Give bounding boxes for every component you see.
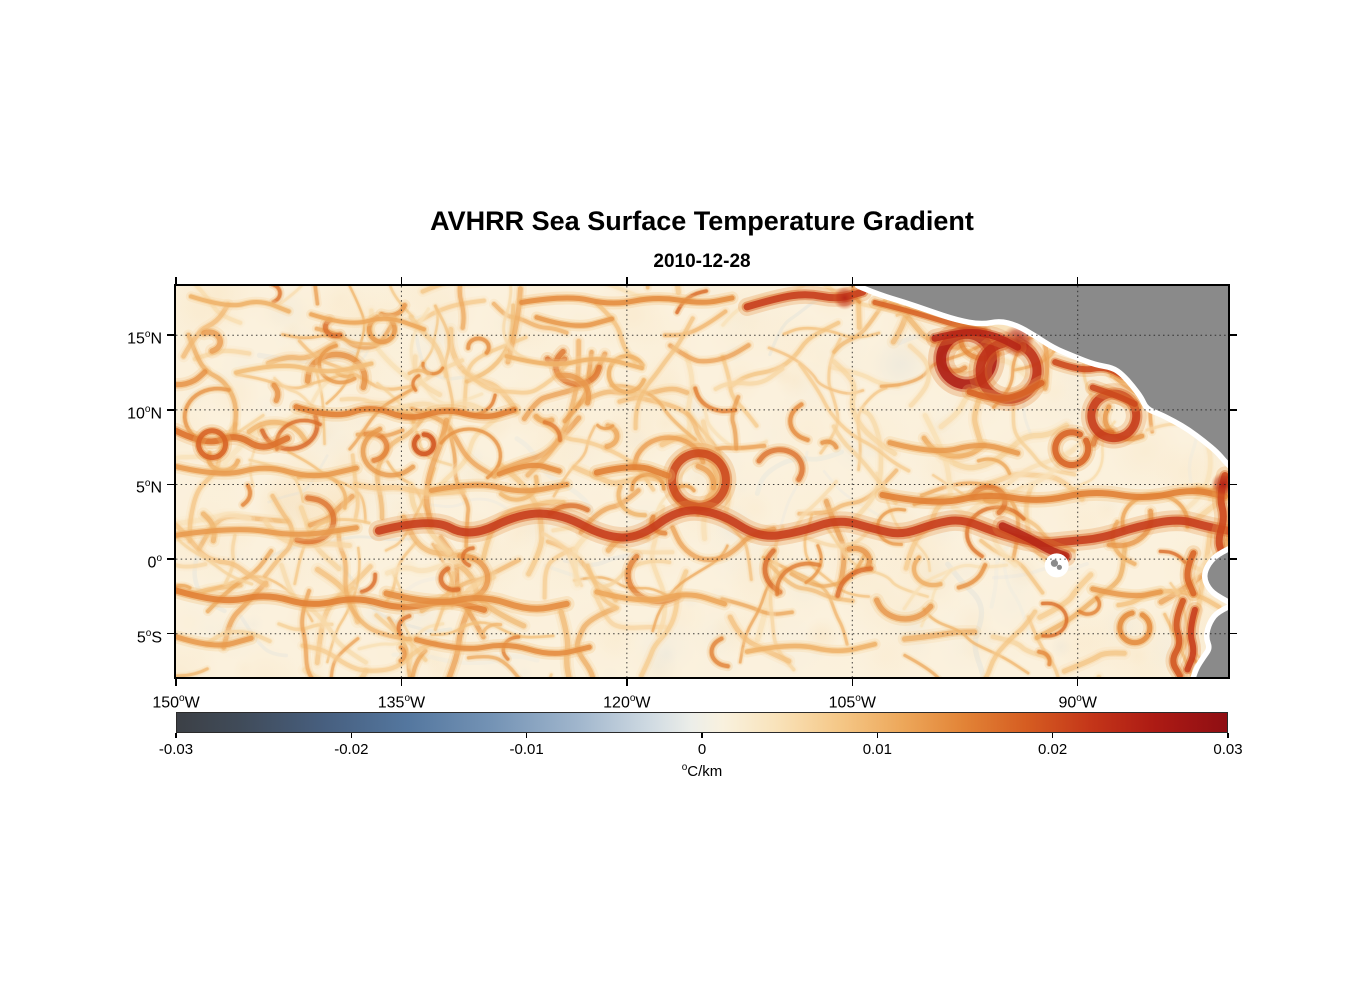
colorbar-gradient <box>176 712 1228 733</box>
y-tick-label: 15oN <box>127 329 162 348</box>
colorbar-tick-mark <box>1051 733 1054 738</box>
x-tick-label: 120oW <box>603 693 651 712</box>
colorbar-tick-label: -0.03 <box>158 741 194 758</box>
y-tick-label: 5oN <box>135 478 162 497</box>
x-tick-label: 135oW <box>377 693 426 712</box>
colorbar-tick-mark <box>701 733 703 738</box>
x-tick-mark <box>626 679 628 686</box>
x-tick-label: 150oW <box>152 693 200 712</box>
x-tick-mark-top <box>626 277 628 284</box>
colorbar-units-label: oC/km <box>681 762 723 780</box>
y-tick-mark-right <box>1230 632 1237 635</box>
colorbar-tick-label: 0.02 <box>1038 741 1068 758</box>
y-tick-mark-right <box>1230 334 1237 336</box>
y-tick-mark-right <box>1230 558 1237 560</box>
x-tick-mark <box>1076 679 1079 686</box>
x-tick-label: 90oW <box>1058 693 1097 712</box>
x-tick-mark-top <box>400 277 403 284</box>
colorbar-tick-mark <box>1227 733 1229 738</box>
x-tick-label: 105oW <box>828 693 876 712</box>
colorbar-tick-label: 0 <box>697 741 707 758</box>
x-tick-mark <box>851 679 854 686</box>
colorbar-tick-label: 0.01 <box>862 741 892 758</box>
y-tick-mark-right <box>1230 483 1237 486</box>
colorbar-tick-label: -0.01 <box>509 741 544 758</box>
y-tick-mark <box>167 483 174 486</box>
y-tick-mark <box>167 632 174 635</box>
x-tick-mark <box>400 679 403 686</box>
colorbar-tick-mark <box>350 733 353 738</box>
colorbar-tick-mark <box>525 733 528 738</box>
map-axes-frame <box>174 284 1230 679</box>
sst-gradient-heatmap-canvas <box>176 286 1228 677</box>
colorbar-tick-mark <box>876 733 879 738</box>
x-tick-mark-top <box>1076 277 1079 284</box>
x-tick-mark-top <box>175 277 177 284</box>
colorbar-tick-mark <box>175 733 177 738</box>
colorbar-tick-label: 0.03 <box>1213 741 1243 758</box>
colorbar-tick-label: -0.02 <box>334 741 369 758</box>
y-tick-label: 10oN <box>127 403 162 423</box>
y-tick-mark <box>167 334 174 336</box>
y-tick-label: 5oS <box>136 627 162 647</box>
chart-date-subtitle: 2010-12-28 <box>653 251 751 272</box>
chart-title: AVHRR Sea Surface Temperature Gradient <box>430 206 974 236</box>
y-tick-mark-right <box>1230 409 1237 411</box>
y-tick-mark <box>167 558 174 560</box>
y-tick-label: 0o <box>147 553 162 572</box>
x-tick-mark-top <box>851 277 854 284</box>
y-tick-mark <box>167 409 174 411</box>
x-tick-mark <box>175 679 177 686</box>
